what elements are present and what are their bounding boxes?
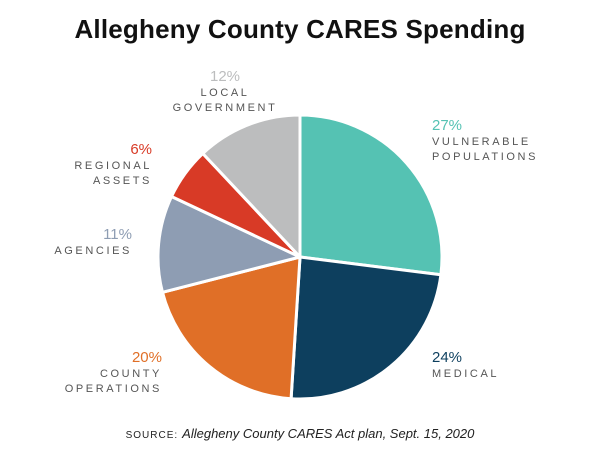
slice-percent: 27%	[432, 117, 463, 134]
pie-slice-vulnerable-populations	[298, 113, 444, 277]
label-regional-assets: 6% REGIONAL ASSETS	[74, 141, 152, 189]
slice-category-line: OPERATIONS	[64, 383, 162, 395]
slice-percent: 11%	[103, 226, 132, 243]
slice-percent: 24%	[432, 349, 463, 366]
slice-category-line: GOVERNMENT	[172, 102, 278, 114]
label-medical: 24% MEDICAL	[432, 349, 499, 382]
slice-category-line: LOCAL	[200, 87, 250, 99]
pie-slice-county-operations	[160, 255, 302, 401]
slice-category-line: ASSETS	[92, 175, 152, 187]
pie-slice-local-government	[201, 113, 302, 259]
source-text: Allegheny County CARES Act plan, Sept. 1…	[182, 426, 475, 441]
slice-percent: 12%	[209, 68, 241, 85]
slice-category-line: MEDICAL	[432, 368, 500, 380]
slice-category-line: COUNTY	[99, 368, 162, 380]
source-note: SOURCE: Allegheny County CARES Act plan, …	[0, 426, 600, 441]
label-local-government: 12% LOCAL GOVERNMENT	[170, 68, 280, 116]
chart-title: Allegheny County CARES Spending	[74, 14, 526, 44]
source-key: SOURCE:	[125, 430, 179, 441]
pie-slice-agencies	[156, 195, 302, 294]
slice-percent: 20%	[131, 349, 162, 366]
label-agencies: 11% AGENCIES	[54, 226, 132, 259]
pie-slice-medical	[289, 255, 443, 401]
slice-percent: 6%	[130, 141, 152, 158]
label-county-operations: 20% COUNTY OPERATIONS	[65, 349, 162, 397]
slice-category-line: VULNERABLE	[432, 136, 531, 148]
slice-category-line: REGIONAL	[74, 160, 152, 172]
label-vulnerable-populations: 27% VULNERABLE POPULATIONS	[432, 117, 538, 165]
slice-category-line: POPULATIONS	[432, 151, 539, 163]
slice-category-line: AGENCIES	[54, 245, 132, 257]
